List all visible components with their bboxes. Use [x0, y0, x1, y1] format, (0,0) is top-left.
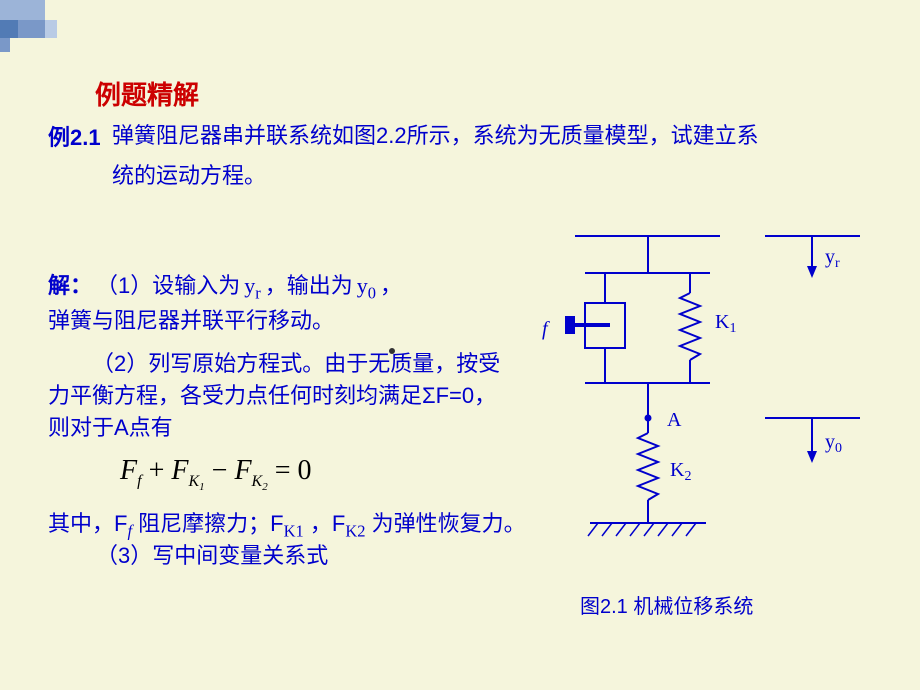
label-k1: K1	[715, 311, 736, 336]
force-balance-equation: Ff + FK1 − FK2 = 0	[120, 455, 312, 493]
label-f: f	[542, 318, 550, 340]
bullet-dot	[389, 348, 395, 354]
example-line1: 弹簧阻尼器串并联系统如图2.2所示，系统为无质量模型，试建立系	[112, 120, 892, 152]
label-yr: yr	[825, 246, 840, 271]
solution-label: 解：	[48, 273, 92, 298]
label-y0: y0	[825, 431, 842, 456]
solution-paragraph-3: 其中，Ff 阻尼摩擦力；FK1 ，FK2 为弹性恢复力。	[48, 508, 558, 543]
p1c: ，	[380, 273, 402, 298]
p1a: （1）设输入为	[96, 273, 240, 298]
mechanical-system-diagram: f K1 A K2 yr y0	[530, 218, 900, 588]
solution-paragraph-1: 解： （1）设输入为 yr ，输出为 y0 ， 弹簧与阻尼器并联平行移动。	[48, 270, 493, 337]
section-title: 例题精解	[95, 75, 199, 112]
example-label: 例2.1	[48, 120, 101, 152]
label-a: A	[667, 409, 682, 431]
example-line2: 统的运动方程。	[112, 160, 266, 192]
figure-caption: 图2.1 机械位移系统	[580, 590, 753, 619]
corner-decor	[0, 0, 120, 60]
solution-paragraph-4: （3）写中间变量关系式	[96, 540, 328, 572]
p1b: ，输出为	[265, 273, 353, 298]
p1-line2: 弹簧与阻尼器并联平行移动。	[48, 308, 334, 333]
solution-paragraph-2: （2）列写原始方程式。由于无质量，按受力平衡方程，各受力点任何时刻均满足ΣF=0…	[48, 348, 513, 444]
label-k2: K2	[670, 459, 691, 484]
yr-symbol: yr	[244, 273, 261, 298]
y0-symbol: y0	[357, 273, 376, 298]
